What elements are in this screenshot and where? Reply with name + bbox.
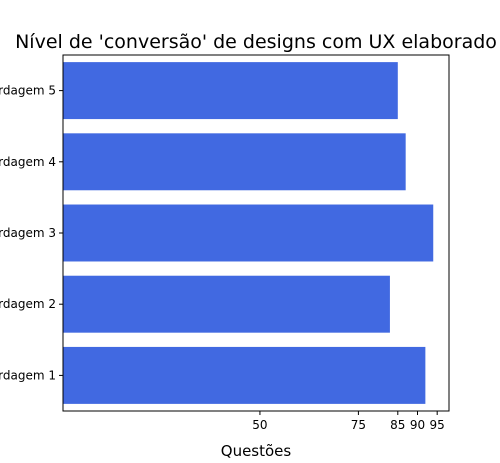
bars: [63, 62, 434, 404]
x-tick-label: 85: [390, 418, 405, 432]
bar-2: [63, 275, 390, 333]
bar-4: [63, 133, 406, 191]
bar-5: [63, 62, 398, 120]
bar-3: [63, 204, 434, 262]
y-axis-ticks: Abordagem 1 Abordagem 2 Abordagem 3 Abordag…: [0, 84, 63, 382]
y-tick-label: Abordagem 3: [0, 226, 56, 240]
x-tick-label: 95: [430, 418, 445, 432]
x-axis-ticks: 50 75 85 90 95: [252, 411, 445, 432]
y-tick-label: Abordagem 2: [0, 297, 56, 311]
y-tick-label: Abordagem 4: [0, 155, 56, 169]
x-tick-label: 50: [252, 418, 267, 432]
x-axis-label: Questões: [221, 442, 292, 460]
plot-frame: [62, 54, 450, 412]
chart-title: Nível de 'conversão' de designs com UX e…: [15, 31, 497, 53]
x-tick-label: 90: [410, 418, 425, 432]
y-tick-label: Abordagem 5: [0, 84, 56, 98]
bar-1: [63, 346, 426, 404]
x-tick-label: 75: [351, 418, 366, 432]
y-tick-label: Abordagem 1: [0, 368, 56, 382]
